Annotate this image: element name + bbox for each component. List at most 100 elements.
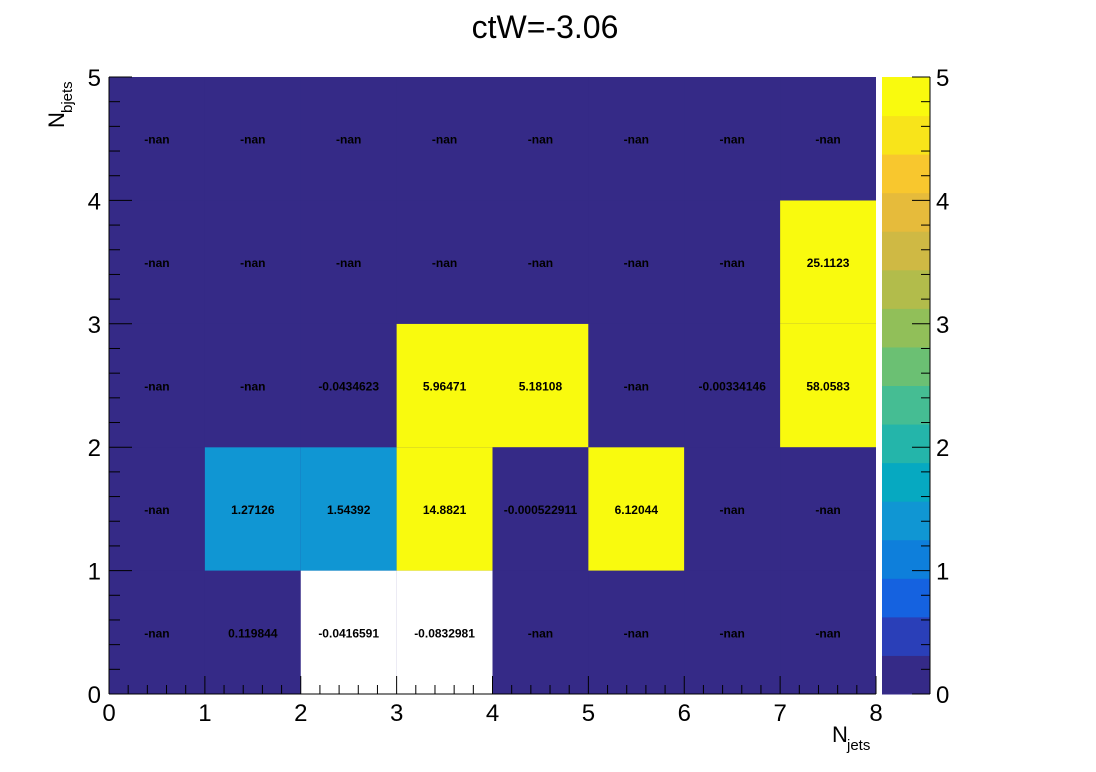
cell-value-label: -0.000522911	[504, 503, 578, 517]
y-tick-label: 5	[88, 65, 101, 92]
x-axis-title: N jets	[832, 722, 870, 754]
heatmap-cells	[109, 77, 876, 694]
y-tick-label: 2	[88, 435, 101, 462]
heatmap-cell	[109, 77, 205, 201]
cell-value-label: -nan	[720, 626, 745, 640]
colorbar-segment	[882, 385, 930, 425]
cell-value-label: -nan	[815, 503, 840, 517]
colorbar-segment	[882, 346, 930, 386]
heatmap-cell	[588, 447, 685, 571]
x-tick-label: 2	[294, 700, 307, 727]
colorbar-segment	[882, 269, 930, 309]
x-axis-label: N	[832, 722, 848, 747]
cell-value-label: -nan	[624, 380, 649, 394]
heatmap-cell	[300, 200, 397, 324]
cell-value-label: -nan	[144, 380, 169, 394]
heatmap-cell	[492, 570, 589, 694]
cell-labels: -nan 0.119844 -0.0416591 -0.0832981 -nan -nan…	[144, 133, 850, 641]
y-axis-label-subscript: bjets	[59, 81, 76, 113]
y-tick-label: 0	[88, 682, 101, 709]
chart-title: ctW=-3.06	[472, 9, 619, 45]
cell-value-label: 1.54392	[327, 503, 371, 517]
cell-value-label: -nan	[720, 133, 745, 147]
colorbar-tick-label: 2	[936, 435, 949, 462]
heatmap-cell	[109, 447, 205, 571]
cell-value-label: -nan	[720, 503, 745, 517]
cell-value-label: -0.0832981	[414, 626, 475, 640]
cell-value-label: -nan	[624, 133, 649, 147]
cell-value-label: -nan	[528, 133, 553, 147]
cell-value-label: -nan	[144, 133, 169, 147]
cell-value-label: 1.27126	[231, 503, 275, 517]
heatmap-cell	[588, 570, 685, 694]
heatmap-cell	[588, 77, 685, 201]
heatmap-cell	[109, 200, 205, 324]
colorbar-segment	[882, 655, 930, 695]
x-tick-label: 7	[773, 700, 786, 727]
cell-value-label: -nan	[624, 256, 649, 270]
y-tick-label: 4	[88, 188, 101, 215]
heatmap-cell	[492, 200, 589, 324]
heatmap-cell	[204, 200, 301, 324]
cell-value-label: -0.00334146	[698, 380, 766, 394]
colorbar-segment	[882, 308, 930, 348]
cell-value-label: -nan	[815, 626, 840, 640]
heatmap-cell	[300, 570, 397, 694]
heatmap-cell	[204, 323, 301, 448]
cell-value-label: -nan	[432, 133, 457, 147]
cell-value-label: 25.1123	[807, 256, 850, 270]
heatmap-cell	[684, 323, 781, 448]
heatmap-cell	[300, 323, 397, 448]
colorbar-tick-label: 4	[936, 188, 949, 215]
cell-value-label: -nan	[528, 626, 553, 640]
cell-value-label: 6.12044	[615, 503, 659, 517]
cell-value-label: -0.0416591	[318, 626, 379, 640]
colorbar: 0 1 2 3 4 5	[882, 65, 949, 709]
y-axis-title: N bjets	[44, 81, 76, 128]
cell-value-label: 58.0583	[806, 380, 850, 394]
heatmap-cell	[684, 200, 781, 324]
x-tick-label: 3	[390, 700, 403, 727]
cell-value-label: -0.0434623	[318, 380, 379, 394]
colorbar-segment	[882, 192, 930, 232]
heatmap-cell	[684, 570, 781, 694]
colorbar-segment	[882, 77, 930, 117]
cell-value-label: -nan	[144, 626, 169, 640]
heatmap-cell	[396, 200, 493, 324]
colorbar-segment	[882, 424, 930, 464]
cell-value-label: -nan	[336, 256, 361, 270]
heatmap-cell	[300, 77, 397, 201]
y-axis-label: N	[44, 112, 69, 128]
colorbar-tick-label: 3	[936, 312, 949, 339]
heatmap-cell	[780, 447, 876, 571]
x-axis-label-subscript: jets	[846, 737, 870, 754]
cell-value-label: -nan	[144, 503, 169, 517]
cell-value-label: -nan	[528, 256, 553, 270]
y-tick-label: 1	[88, 559, 101, 586]
heatmap-cell	[204, 77, 301, 201]
colorbar-segment	[882, 231, 930, 271]
x-tick-label: 8	[869, 700, 882, 727]
cell-value-label: -nan	[624, 626, 649, 640]
cell-value-label: -nan	[240, 256, 265, 270]
x-tick-label: 4	[486, 700, 499, 727]
heatmap-cell	[396, 570, 493, 694]
heatmap-cell	[204, 447, 301, 571]
heatmap-cell	[109, 323, 205, 448]
cell-value-label: -nan	[432, 256, 457, 270]
cell-value-label: -nan	[240, 380, 265, 394]
heatmap-cell	[684, 447, 781, 571]
heatmap-cell	[492, 77, 589, 201]
x-tick-label: 0	[102, 700, 115, 727]
colorbar-segment	[882, 616, 930, 656]
heatmap-cell	[588, 323, 685, 448]
cell-value-label: -nan	[144, 256, 169, 270]
cell-value-label: -nan	[240, 133, 265, 147]
cell-value-label: 14.8821	[423, 503, 467, 517]
heatmap-cell	[780, 77, 876, 201]
colorbar-segment	[882, 578, 930, 618]
heatmap-cell	[109, 570, 205, 694]
colorbar-tick-label: 0	[936, 682, 949, 709]
cell-value-label: -nan	[815, 133, 840, 147]
